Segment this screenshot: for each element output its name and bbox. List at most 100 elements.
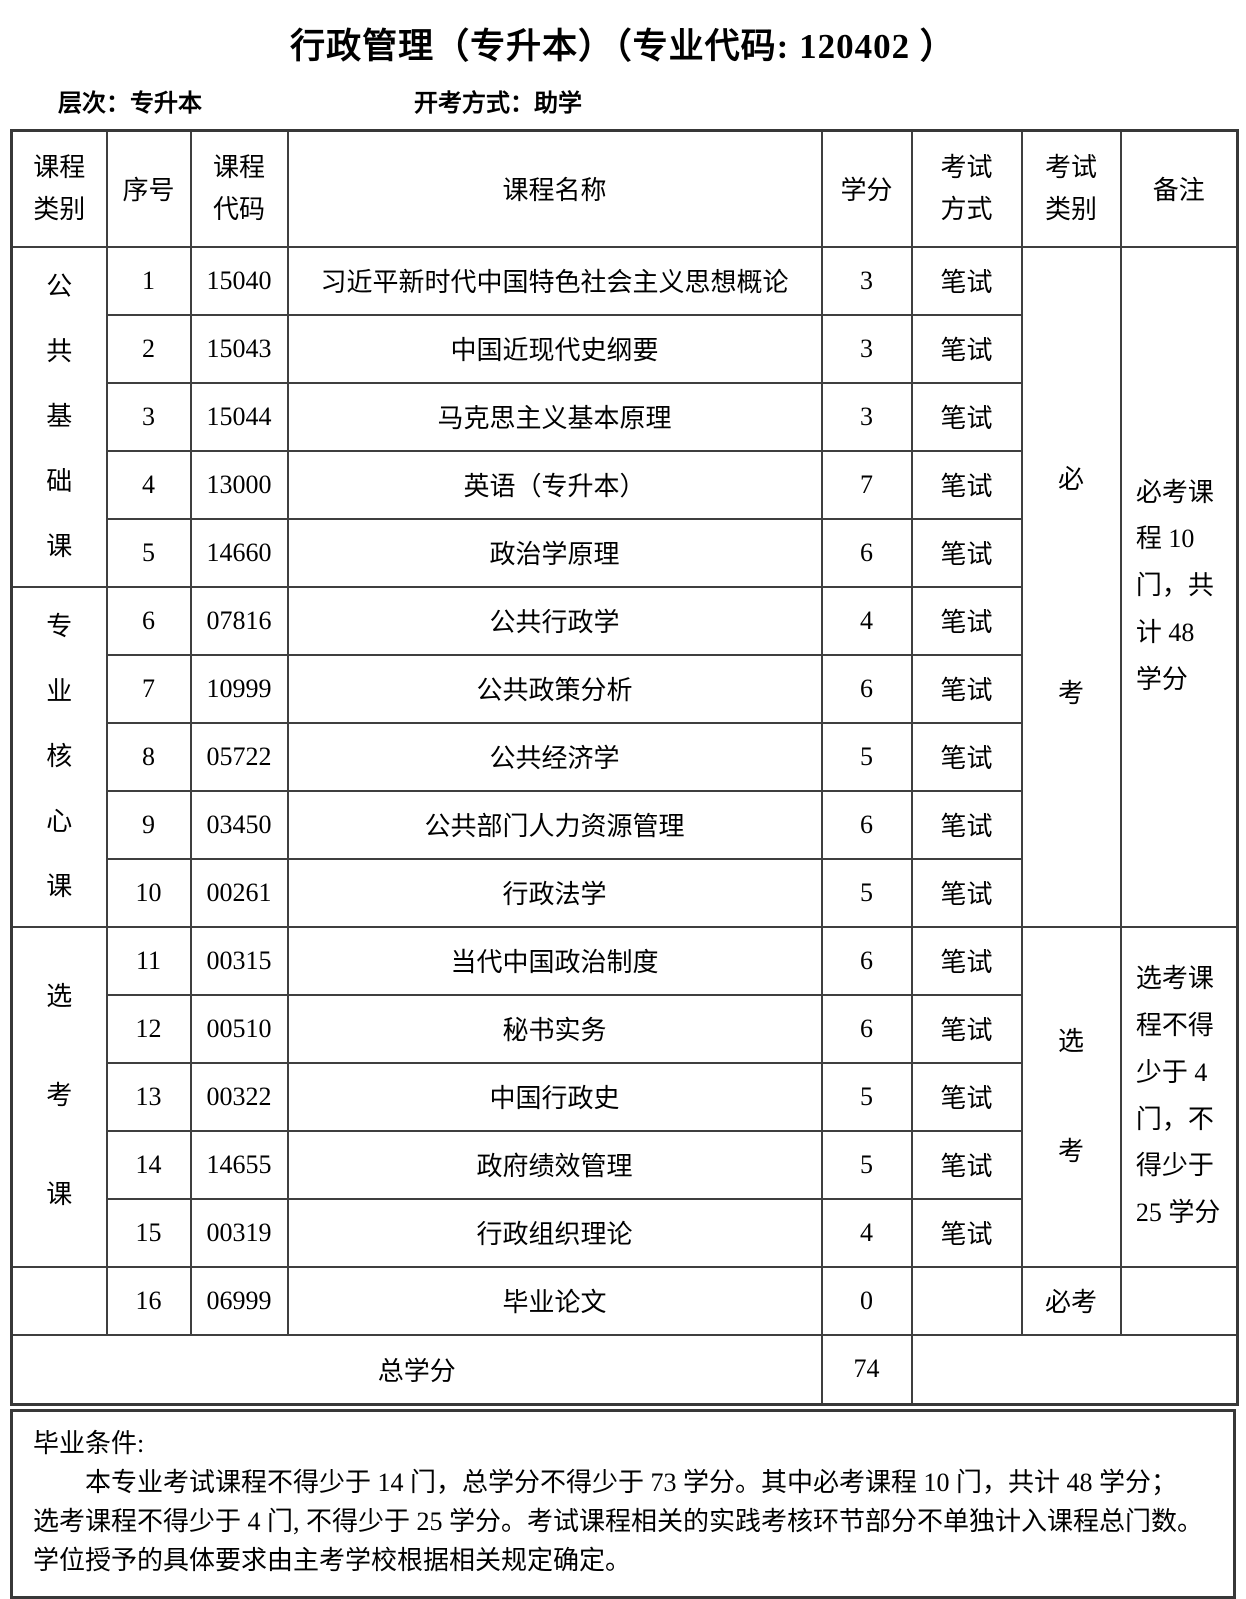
mode-field: 开考方式：助学 (414, 91, 582, 117)
code-cell: 05722 (189, 721, 289, 792)
remark-cell: 必考课程 10 门，共计 48 学分 (1119, 245, 1239, 928)
seq-cell: 8 (105, 721, 192, 792)
exam-method-cell: 笔试 (910, 1129, 1023, 1200)
notes-line: 学位授予的具体要求由主考学校根据相关规定确定。 (33, 1546, 632, 1575)
course-name-cell: 公共政策分析 (286, 653, 823, 724)
table-row: 选考课 11 00315 当代中国政治制度 6 笔试 选考 选考课程不得少于 4… (10, 925, 1239, 1268)
seq-cell: 15 (105, 1197, 192, 1268)
code-cell: 13000 (189, 449, 289, 520)
code-cell: 10999 (189, 653, 289, 724)
exam-method-cell: 笔试 (910, 925, 1023, 996)
credits-cell: 4 (820, 585, 913, 656)
exam-type-cell: 必考 (1020, 245, 1122, 928)
table-row: 专业核心课 6 07816 公共行政学 4 笔试 (10, 585, 1238, 928)
exam-method-cell: 笔试 (910, 517, 1023, 588)
table-row: 8 05722 公共经济学 5 笔试 (12, 721, 1238, 792)
seq-cell: 11 (105, 925, 192, 996)
level-field: 层次：专升本 (58, 91, 202, 117)
course-name-cell: 中国近现代史纲要 (286, 313, 823, 384)
credits-cell: 6 (820, 925, 913, 996)
table-row: 15 00319 行政组织理论 4 笔试 (12, 1197, 1238, 1268)
credits-cell: 5 (820, 857, 913, 928)
credits-cell: 3 (820, 313, 913, 384)
table-row: 7 10999 公共政策分析 6 笔试 (12, 653, 1238, 724)
column-header-method: 考试方式 (910, 129, 1023, 248)
table-row: 3 15044 马克思主义基本原理 3 笔试 (12, 381, 1238, 452)
credits-cell: 6 (820, 653, 913, 724)
seq-cell: 4 (105, 449, 192, 520)
seq-cell: 16 (105, 1265, 192, 1336)
category-cell: 公共基础课 (10, 245, 108, 588)
code-cell: 03450 (189, 789, 289, 860)
exam-method-cell: 笔试 (910, 1197, 1023, 1268)
column-header-remark: 备注 (1119, 129, 1239, 248)
seq-cell: 12 (105, 993, 192, 1064)
exam-type-cell: 选考 (1020, 925, 1122, 1268)
credits-cell: 3 (820, 245, 913, 316)
header-row: 课程类别 序号 课程代码 课程名称 学分 考试方式 考试类别 备注 (10, 129, 1239, 248)
credits-cell: 5 (820, 1061, 913, 1132)
exam-method-cell: 笔试 (910, 721, 1023, 792)
course-name-cell: 政府绩效管理 (286, 1129, 823, 1200)
course-name-cell: 公共经济学 (286, 721, 823, 792)
table-row: 14 14655 政府绩效管理 5 笔试 (12, 1129, 1238, 1200)
credits-cell: 6 (820, 993, 913, 1064)
seq-cell: 14 (105, 1129, 192, 1200)
level-label: 层次： (58, 91, 130, 117)
column-header-code: 课程代码 (189, 129, 289, 248)
credits-cell: 0 (820, 1265, 913, 1336)
category-cell-empty (10, 1265, 108, 1336)
course-name-cell: 公共行政学 (286, 585, 823, 656)
exam-method-cell: 笔试 (910, 653, 1023, 724)
table-row: 公共基础课 1 15040 习近平新时代中国特色社会主义思想概论 3 笔试 必考… (10, 245, 1239, 928)
code-cell: 15043 (189, 313, 289, 384)
table-row: 9 03450 公共部门人力资源管理 6 笔试 (12, 789, 1238, 860)
seq-cell: 13 (105, 1061, 192, 1132)
seq-cell: 1 (105, 245, 192, 316)
exam-method-cell (910, 1265, 1023, 1336)
course-name-cell: 当代中国政治制度 (286, 925, 823, 996)
exam-method-cell: 笔试 (910, 993, 1023, 1064)
total-empty-cell (910, 1333, 1239, 1406)
course-name-cell: 行政组织理论 (286, 1197, 823, 1268)
course-name-cell: 中国行政史 (286, 1061, 823, 1132)
code-cell: 14655 (189, 1129, 289, 1200)
exam-method-cell: 笔试 (910, 857, 1023, 928)
remark-cell: 选考课程不得少于 4 门，不得少于 25 学分 (1119, 925, 1239, 1268)
table-row: 2 15043 中国近现代史纲要 3 笔试 (12, 313, 1238, 384)
total-row: 总学分 74 (10, 1333, 1239, 1406)
table-row: 16 06999 毕业论文 0 必考 (10, 1265, 1239, 1336)
code-cell: 06999 (189, 1265, 289, 1336)
exam-method-cell: 笔试 (910, 381, 1023, 452)
course-table: 课程类别 序号 课程代码 课程名称 学分 考试方式 考试类别 备注 公共基础课 … (10, 129, 1239, 1406)
course-name-cell: 行政法学 (286, 857, 823, 928)
code-cell: 15044 (189, 381, 289, 452)
column-header-credits: 学分 (820, 129, 913, 248)
credits-cell: 5 (820, 721, 913, 792)
code-cell: 15040 (189, 245, 289, 316)
page-title: 行政管理（专升本）（专业代码: 120402 ） (290, 27, 956, 66)
code-cell: 00315 (189, 925, 289, 996)
seq-cell: 5 (105, 517, 192, 588)
credits-cell: 7 (820, 449, 913, 520)
code-cell: 14660 (189, 517, 289, 588)
column-header-type: 考试类别 (1020, 129, 1122, 248)
course-name-cell: 英语（专升本） (286, 449, 823, 520)
credits-cell: 6 (820, 789, 913, 860)
exam-method-cell: 笔试 (910, 449, 1023, 520)
column-header-name: 课程名称 (286, 129, 823, 248)
course-name-cell: 公共部门人力资源管理 (286, 789, 823, 860)
seq-cell: 3 (105, 381, 192, 452)
exam-method-cell: 笔试 (910, 1061, 1023, 1132)
seq-cell: 6 (105, 585, 192, 656)
credits-cell: 3 (820, 381, 913, 452)
exam-method-cell: 笔试 (910, 245, 1023, 316)
code-cell: 00322 (189, 1061, 289, 1132)
notes-heading: 毕业条件: (33, 1429, 145, 1458)
remark-cell-empty (1119, 1265, 1239, 1336)
column-header-category: 课程类别 (10, 129, 108, 248)
table-row: 4 13000 英语（专升本） 7 笔试 (12, 449, 1238, 520)
seq-cell: 10 (105, 857, 192, 928)
code-cell: 00319 (189, 1197, 289, 1268)
